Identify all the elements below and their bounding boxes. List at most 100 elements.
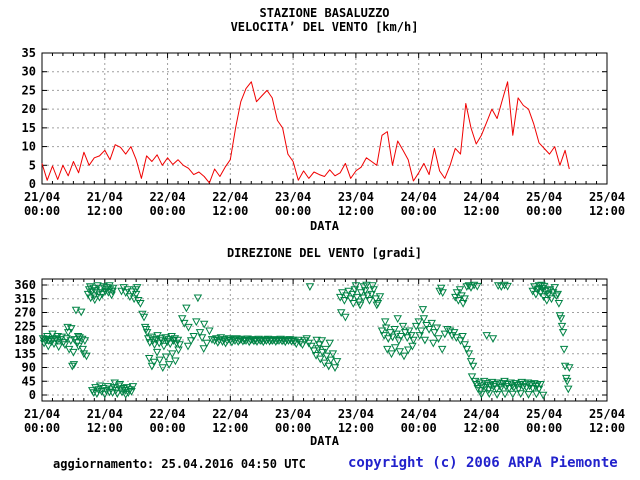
wind-direction-marker bbox=[202, 339, 212, 348]
wind-direction-marker bbox=[554, 300, 564, 308]
wind-direction-marker bbox=[164, 361, 174, 369]
wind-direction-marker bbox=[531, 383, 541, 391]
wind-direction-marker bbox=[183, 342, 193, 351]
x-tick-time-label: 00:00 bbox=[275, 421, 311, 435]
wind-direction-marker bbox=[500, 281, 509, 290]
y-tick-label: 30 bbox=[22, 65, 36, 79]
wind-direction-marker bbox=[455, 286, 465, 295]
x-tick-time-label: 12:00 bbox=[87, 204, 123, 218]
wind-direction-marker bbox=[547, 295, 556, 304]
wind-speed-chart-title: VELOCITA’ DEL VENTO [km/h] bbox=[230, 20, 419, 34]
wind-direction-marker bbox=[307, 342, 316, 351]
x-tick-time-label: 00:00 bbox=[526, 421, 562, 435]
y-tick-label: 0 bbox=[29, 177, 36, 191]
wind-direction-marker bbox=[564, 385, 573, 394]
wind-direction-marker bbox=[460, 341, 469, 350]
wind-direction-marker bbox=[536, 381, 545, 389]
wind-direction-marker bbox=[371, 295, 381, 304]
y-tick-label: 20 bbox=[22, 102, 36, 116]
wind-direction-marker bbox=[492, 385, 501, 394]
x-tick-date-label: 25/04 bbox=[526, 190, 562, 204]
update-timestamp: aggiornamento: 25.04.2016 04:50 UTC bbox=[53, 457, 306, 471]
wind-direction-marker bbox=[292, 340, 301, 349]
x-tick-date-label: 23/04 bbox=[275, 190, 311, 204]
wind-direction-marker bbox=[422, 322, 431, 330]
wind-direction-marker bbox=[432, 324, 442, 333]
wind-direction-marker bbox=[54, 343, 63, 352]
wind-direction-marker bbox=[105, 282, 114, 291]
wind-direction-marker bbox=[161, 353, 171, 362]
wind-direction-marker bbox=[284, 337, 293, 346]
wind-direction-marker bbox=[479, 377, 489, 386]
x-tick-date-label: 25/04 bbox=[589, 407, 625, 421]
wind-direction-marker bbox=[449, 329, 459, 337]
wind-direction-marker bbox=[558, 329, 568, 337]
wind-direction-marker bbox=[368, 282, 377, 291]
wind-direction-marker bbox=[205, 327, 214, 336]
wind-direction-marker bbox=[211, 335, 221, 343]
wind-direction-marker bbox=[542, 297, 552, 305]
wind-direction-marker bbox=[556, 315, 566, 324]
x-tick-date-label: 21/04 bbox=[24, 190, 60, 204]
wind-direction-marker bbox=[383, 345, 392, 354]
wind-direction-marker bbox=[158, 364, 168, 372]
x-tick-date-label: 21/04 bbox=[87, 190, 123, 204]
wind-direction-marker bbox=[305, 283, 315, 291]
wind-direction-marker bbox=[170, 335, 180, 343]
wind-direction-marker bbox=[524, 391, 533, 399]
x-tick-date-label: 22/04 bbox=[149, 407, 185, 421]
wind-direction-marker bbox=[487, 378, 497, 387]
wind-direction-marker bbox=[396, 333, 406, 341]
wind-direction-marker bbox=[473, 385, 483, 393]
chart2-xaxis-label: DATA bbox=[310, 434, 339, 448]
wind-direction-marker bbox=[180, 319, 189, 328]
wind-direction-marker bbox=[150, 341, 159, 350]
wind-direction-marker bbox=[95, 293, 104, 302]
wind-direction-marker bbox=[478, 382, 487, 391]
wind-direction-marker bbox=[417, 327, 426, 336]
y-tick-label: 5 bbox=[29, 158, 36, 172]
wind-direction-marker bbox=[127, 388, 136, 396]
y-tick-label: 25 bbox=[22, 83, 36, 97]
x-tick-time-label: 00:00 bbox=[149, 421, 185, 435]
x-tick-date-label: 21/04 bbox=[24, 407, 60, 421]
wind-direction-marker bbox=[362, 281, 371, 290]
wind-direction-marker bbox=[68, 362, 77, 371]
wind-direction-marker bbox=[90, 292, 99, 301]
y-tick-label: 180 bbox=[14, 333, 36, 347]
wind-direction-marker bbox=[152, 348, 162, 357]
wind-direction-marker bbox=[193, 294, 203, 303]
wind-direction-marker bbox=[216, 334, 226, 343]
wind-direction-marker bbox=[352, 293, 362, 302]
wind-direction-marker bbox=[504, 385, 514, 393]
wind-direction-marker bbox=[175, 341, 184, 350]
wind-direction-marker bbox=[199, 320, 209, 329]
wind-direction-marker bbox=[298, 341, 307, 350]
wind-direction-marker bbox=[173, 336, 183, 345]
wind-direction-marker bbox=[67, 325, 76, 333]
wind-direction-marker bbox=[80, 337, 90, 346]
wind-direction-marker bbox=[363, 292, 372, 301]
wind-direction-marker bbox=[495, 382, 505, 391]
wind-direction-marker bbox=[388, 333, 397, 342]
wind-direction-marker bbox=[464, 282, 474, 291]
x-tick-date-label: 25/04 bbox=[589, 190, 625, 204]
wind-direction-marker bbox=[552, 292, 561, 301]
wind-direction-marker bbox=[514, 385, 523, 394]
wind-direction-marker bbox=[322, 352, 331, 361]
wind-direction-marker bbox=[186, 337, 196, 346]
wind-direction-marker bbox=[468, 362, 478, 371]
wind-direction-marker bbox=[235, 336, 245, 345]
wind-direction-marker bbox=[460, 295, 469, 304]
wind-direction-marker bbox=[197, 334, 207, 343]
wind-direction-marker bbox=[462, 345, 472, 354]
x-tick-time-label: 00:00 bbox=[275, 204, 311, 218]
wind-direction-marker bbox=[429, 339, 438, 348]
wind-speed-line bbox=[41, 81, 570, 184]
wind-direction-marker bbox=[544, 290, 553, 299]
wind-direction-marker bbox=[195, 329, 205, 337]
wind-direction-chart-title: DIREZIONE DEL VENTO [gradi] bbox=[226, 246, 423, 260]
wind-direction-marker bbox=[312, 336, 321, 345]
